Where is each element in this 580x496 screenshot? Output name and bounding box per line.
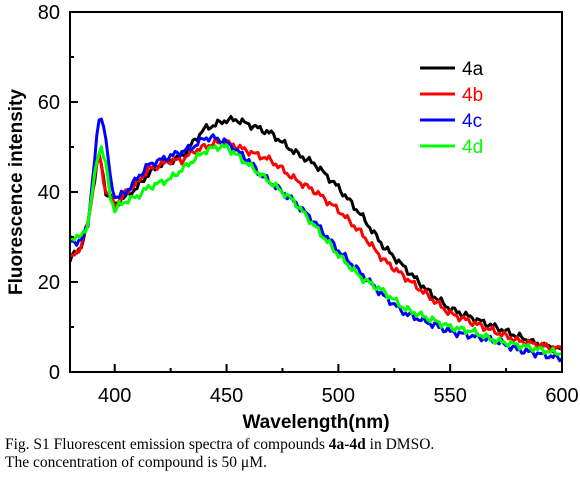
series-line-4a xyxy=(68,115,563,354)
x-axis: 400 450 500 550 600 xyxy=(98,364,579,407)
y-axis-title: Fluorescence intensity xyxy=(6,89,27,295)
x-tick-label: 450 xyxy=(210,385,243,407)
x-tick-label: 550 xyxy=(433,385,466,407)
fluorescence-chart: 400 450 500 550 600 0 20 40 60 80 Wavelength(nm)… xyxy=(6,2,579,433)
y-tick-label: 60 xyxy=(38,92,60,114)
y-tick-label: 80 xyxy=(38,2,60,24)
plot-series-group xyxy=(68,115,564,363)
caption-prefix: Fig. S1 Fluorescent emission spectra of … xyxy=(5,436,329,453)
figure-caption: Fig. S1 Fluorescent emission spectra of … xyxy=(5,436,577,472)
legend-label-4a: 4a xyxy=(462,59,484,80)
caption-line-2: The concentration of compound is 50 μM. xyxy=(5,454,267,471)
caption-compounds: 4a-4d xyxy=(328,436,366,453)
caption-line-1: Fig. S1 Fluorescent emission spectra of … xyxy=(5,436,577,454)
y-tick-label: 40 xyxy=(38,182,60,204)
series-line-4b xyxy=(69,137,564,353)
x-tick-label: 500 xyxy=(322,385,355,407)
x-axis-title: Wavelength(nm) xyxy=(242,412,389,433)
x-tick-label: 600 xyxy=(545,385,578,407)
legend-label-4d: 4d xyxy=(462,137,483,158)
legend-label-4c: 4c xyxy=(462,111,482,132)
caption-middle: in DMSO. xyxy=(365,436,435,453)
y-axis: 0 20 40 60 80 xyxy=(38,2,78,384)
x-tick-label: 400 xyxy=(98,385,131,407)
y-tick-label: 20 xyxy=(38,272,60,294)
series-line-4d xyxy=(68,143,562,357)
legend-label-4b: 4b xyxy=(462,85,483,106)
legend: 4a 4b 4c 4d xyxy=(420,59,484,158)
series-line-4c xyxy=(69,117,564,363)
y-tick-label: 0 xyxy=(49,362,60,384)
